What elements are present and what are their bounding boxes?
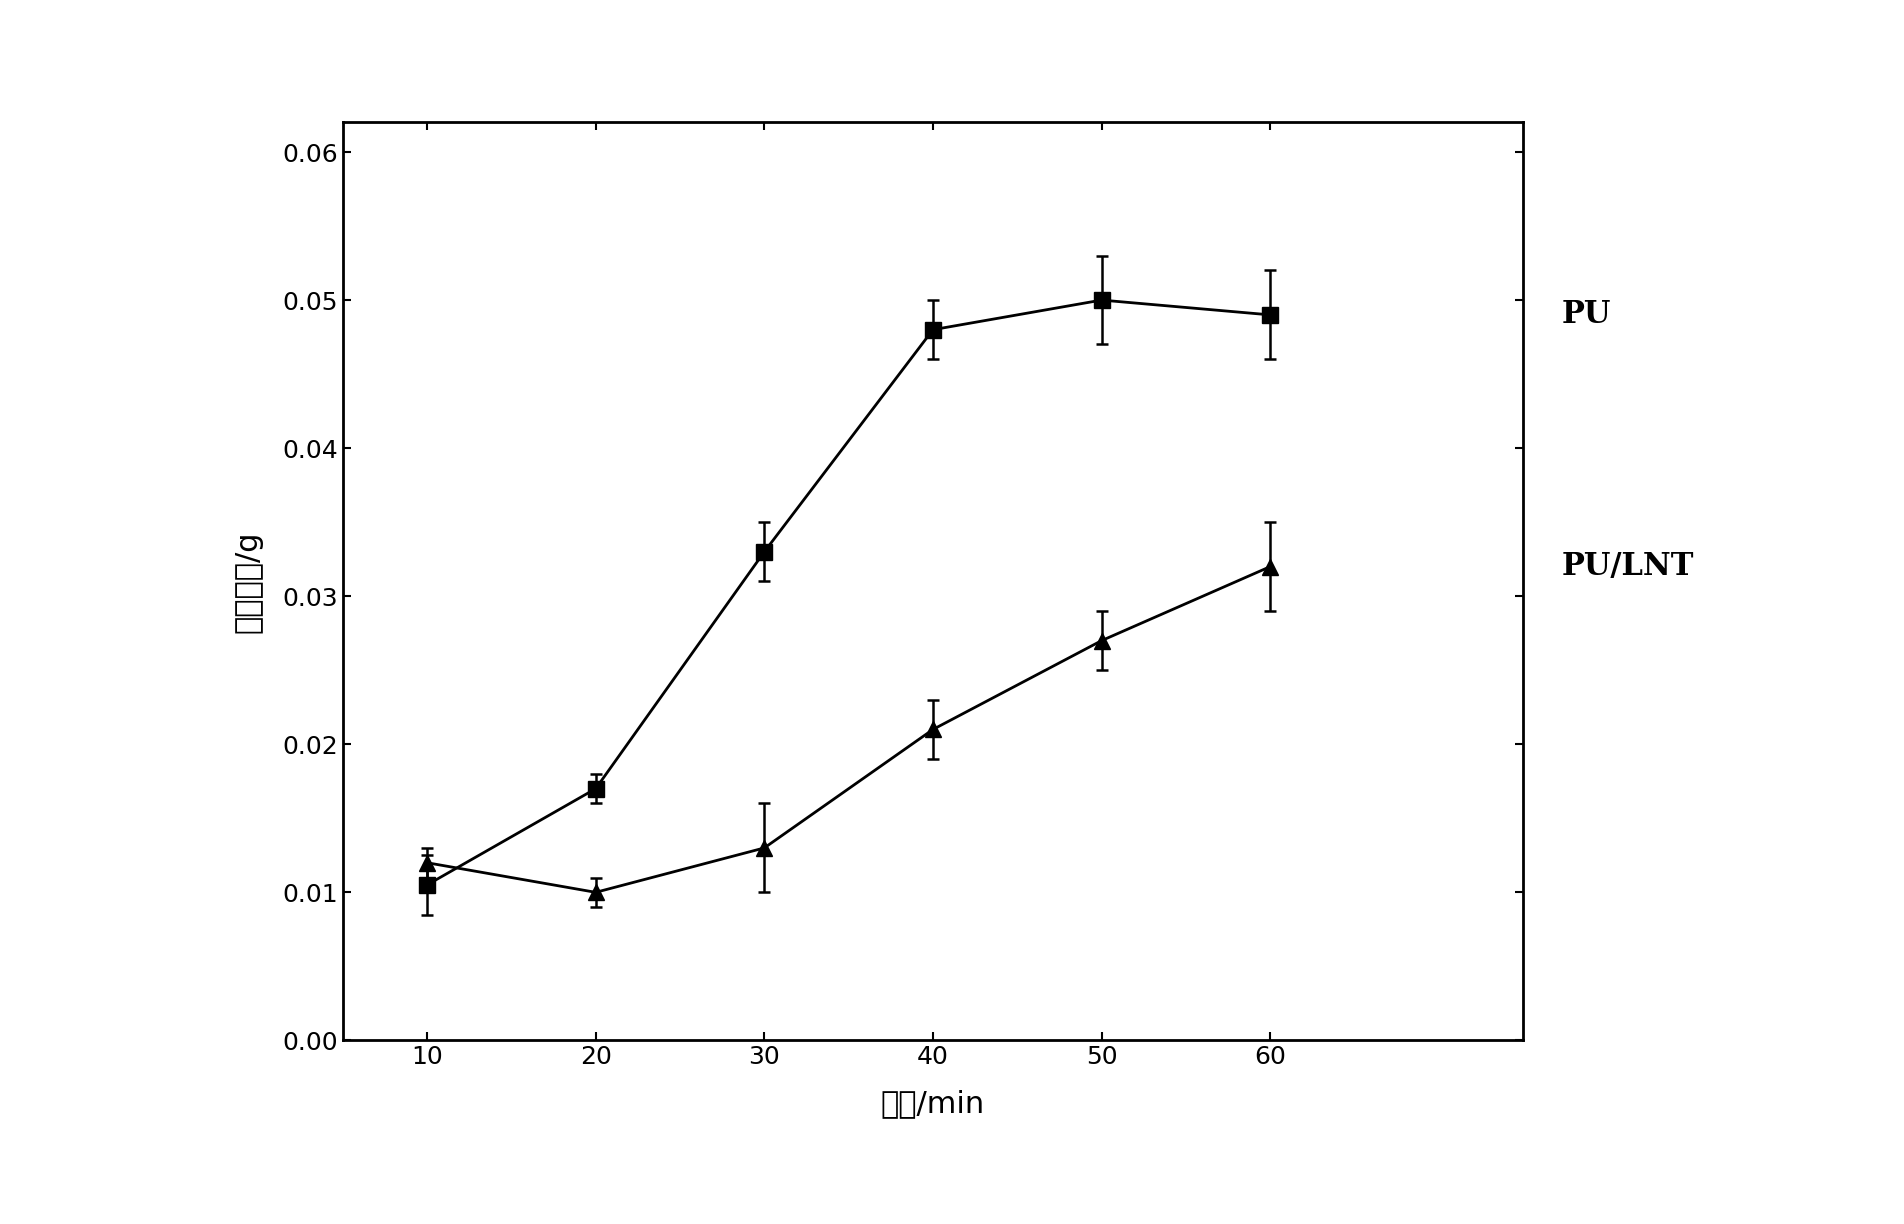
- Y-axis label: 血栓重量/g: 血栓重量/g: [234, 530, 263, 633]
- X-axis label: 时间/min: 时间/min: [882, 1088, 984, 1118]
- Text: PU: PU: [1561, 300, 1611, 330]
- Text: PU/LNT: PU/LNT: [1561, 551, 1695, 583]
